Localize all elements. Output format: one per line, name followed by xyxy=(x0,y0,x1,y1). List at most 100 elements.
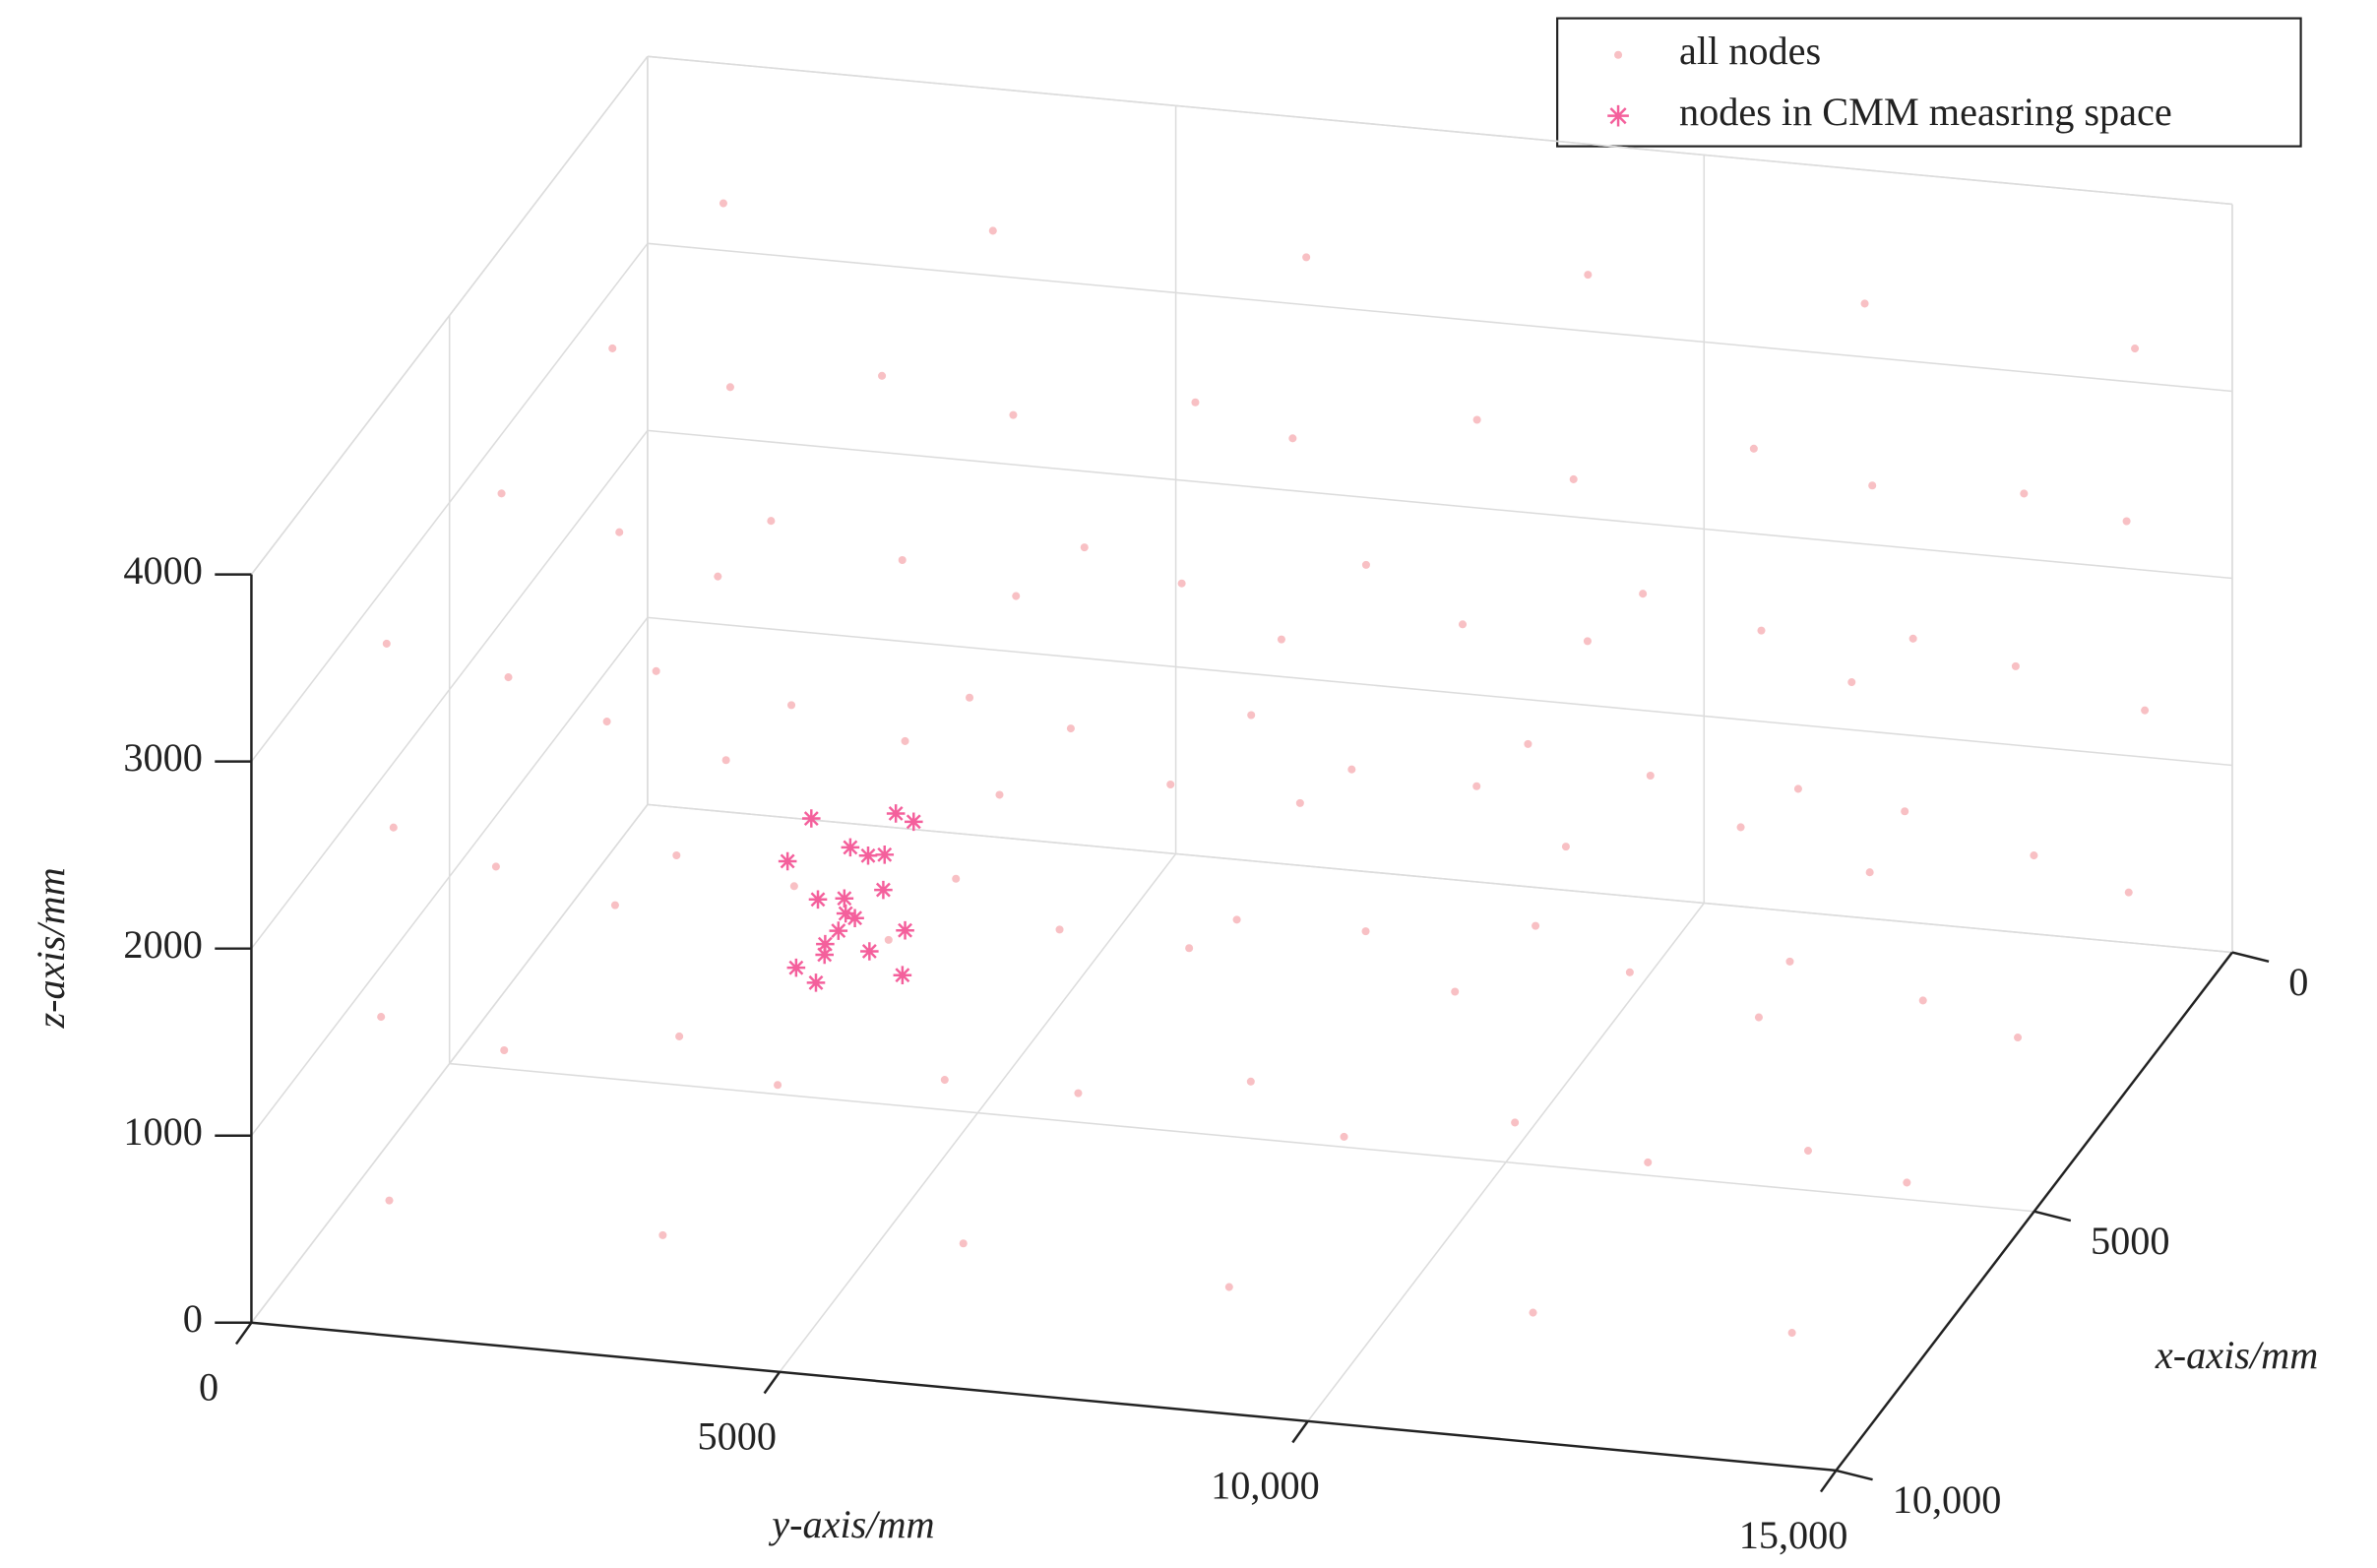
data-point xyxy=(898,555,907,564)
y-axis-label: y-axis/mm xyxy=(768,1502,934,1546)
tick-mark xyxy=(1836,1469,1873,1481)
data-point xyxy=(874,880,893,900)
data-point xyxy=(904,812,923,832)
y-tick-label: 5000 xyxy=(698,1414,778,1459)
data-point xyxy=(610,901,619,909)
data-point xyxy=(1055,925,1064,934)
data-point xyxy=(1793,784,1802,793)
z-tick-label: 0 xyxy=(183,1296,203,1341)
data-point xyxy=(1754,1013,1763,1022)
data-point xyxy=(875,846,895,864)
data-point xyxy=(1757,626,1766,635)
y-axis xyxy=(251,1321,1837,1473)
grid-line xyxy=(647,616,2233,767)
z-tick-label: 3000 xyxy=(123,735,202,780)
data-point xyxy=(1232,915,1241,924)
data-point xyxy=(896,920,914,940)
grid-line xyxy=(647,242,2233,393)
data-point xyxy=(1646,771,1655,781)
data-point xyxy=(940,1076,949,1085)
data-point xyxy=(377,1013,386,1022)
data-point xyxy=(1918,996,1927,1005)
data-point xyxy=(1191,398,1200,407)
data-point xyxy=(389,823,398,832)
tick-mark xyxy=(234,1322,253,1346)
z-tick-label: 1000 xyxy=(123,1109,202,1154)
data-point xyxy=(952,874,961,883)
data-point xyxy=(1532,921,1540,930)
tick-mark xyxy=(2033,1210,2072,1223)
data-point xyxy=(1903,1178,1911,1187)
data-point xyxy=(860,942,879,961)
data-point xyxy=(385,1196,394,1205)
data-point xyxy=(1012,592,1021,600)
data-point xyxy=(789,882,798,891)
data-point xyxy=(1074,1089,1083,1098)
legend-marker xyxy=(1614,50,1623,59)
data-point xyxy=(2030,851,2038,860)
data-point xyxy=(858,846,878,865)
data-point xyxy=(1247,711,1256,720)
tick-mark xyxy=(2231,951,2270,964)
data-point xyxy=(1625,968,1634,976)
box-edge xyxy=(250,55,649,576)
data-point xyxy=(491,862,500,871)
data-point xyxy=(995,790,1004,799)
box-edge xyxy=(647,55,2233,206)
data-point xyxy=(767,517,776,526)
data-point xyxy=(1736,823,1745,832)
data-point xyxy=(1901,807,1909,816)
data-point xyxy=(652,666,660,675)
tick-mark xyxy=(763,1371,782,1395)
data-point xyxy=(1166,780,1175,789)
data-point xyxy=(1511,1118,1520,1127)
data-point xyxy=(2020,489,2029,498)
data-point xyxy=(1584,271,1593,280)
data-point xyxy=(815,945,835,965)
data-point xyxy=(500,1045,509,1055)
data-point xyxy=(1583,637,1592,646)
data-point xyxy=(1347,765,1356,774)
data-point xyxy=(1524,739,1533,748)
data-point xyxy=(884,935,893,944)
data-point xyxy=(966,693,974,702)
z-tick-label: 4000 xyxy=(123,548,202,593)
data-point xyxy=(774,1081,782,1090)
data-point xyxy=(808,890,828,909)
legend-label: nodes in CMM measring space xyxy=(1679,90,2172,134)
data-point xyxy=(1569,474,1578,483)
data-point xyxy=(1749,444,1758,453)
data-point xyxy=(1868,481,1877,490)
data-point xyxy=(802,809,821,828)
data-point xyxy=(1302,253,1311,262)
data-point xyxy=(1860,299,1869,308)
data-point xyxy=(893,966,912,984)
data-point xyxy=(1644,1158,1653,1166)
data-point xyxy=(1639,590,1648,598)
data-point xyxy=(1361,927,1370,936)
data-point xyxy=(504,673,513,682)
data-point xyxy=(658,1230,667,1239)
data-point xyxy=(901,736,909,745)
data-point xyxy=(778,851,797,871)
x-axis-label: x-axis/mm xyxy=(2155,1333,2318,1377)
data-point xyxy=(1787,1329,1796,1338)
data-point xyxy=(1246,1077,1255,1086)
data-point xyxy=(1009,410,1018,419)
data-point xyxy=(602,718,611,726)
data-point xyxy=(1277,635,1285,644)
data-point xyxy=(1472,415,1481,424)
data-point xyxy=(1185,944,1194,953)
data-point xyxy=(672,850,681,860)
data-point xyxy=(1529,1308,1537,1317)
data-point xyxy=(719,199,727,208)
data-point xyxy=(608,344,617,352)
data-point xyxy=(1803,1147,1813,1156)
grid-line xyxy=(647,429,2233,580)
data-point xyxy=(886,804,906,823)
data-point xyxy=(2124,888,2133,897)
data-point xyxy=(1340,1132,1348,1141)
y-tick-label: 15,000 xyxy=(1739,1513,1848,1557)
data-point xyxy=(1224,1283,1233,1291)
